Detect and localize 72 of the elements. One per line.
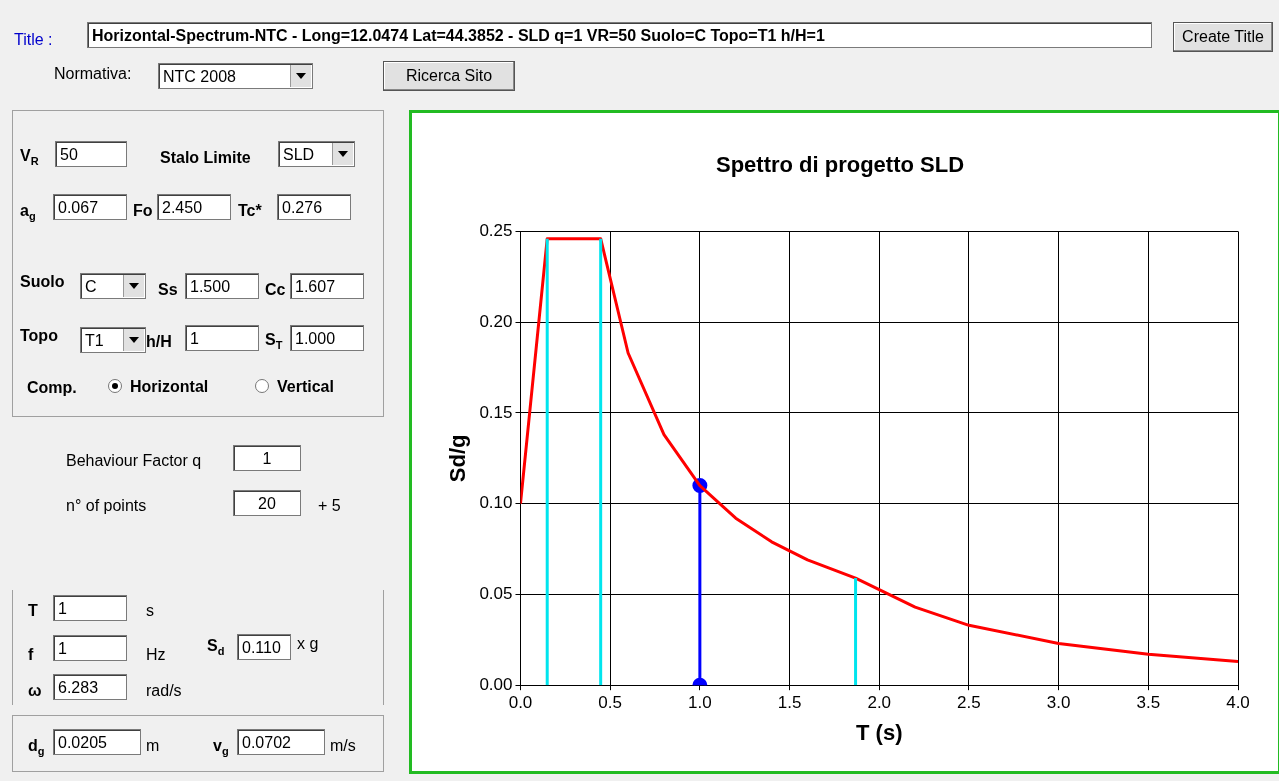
x-tick-label: 1.5 [777, 693, 802, 713]
y-tick-label: 0.15 [479, 402, 513, 422]
text: Comp. [27, 378, 77, 398]
text: S$_{d}$ [207, 636, 225, 660]
text: Normativa: [54, 64, 132, 84]
text: Fo [133, 201, 153, 221]
text: 2.450 [157, 194, 231, 220]
text: v$_{g}$ [213, 736, 229, 760]
text: + 5 [318, 496, 341, 516]
text: S$_{T}$ [265, 330, 283, 354]
y-tick-label: 0.25 [479, 221, 513, 241]
text: Ricerca Sito [383, 61, 515, 91]
x-tick-label: 2.5 [957, 693, 981, 713]
x-tick-label: 2.0 [867, 693, 892, 713]
text: V$_{R}$ [20, 146, 39, 170]
text: 50 [55, 141, 127, 167]
text: d$_{g}$ [28, 736, 45, 760]
text: Horizontal-Spectrum-NTC - Long=12.0474 Lat=44.3852 - SLD q=1 VR=50 Suolo=C Topo=T1 h/H=1 [87, 22, 1152, 48]
text: NTC 2008 [158, 63, 313, 89]
text: Cc [265, 280, 286, 300]
y-tick-label: 0.05 [479, 584, 513, 604]
text: Vertical [276, 377, 334, 397]
text: 1 [53, 595, 127, 621]
chart-title: Spettro di progetto SLD [715, 152, 965, 178]
x-tick-label: 4.0 [1226, 693, 1250, 713]
text: Create Title [1173, 22, 1273, 52]
text: 1 [233, 445, 301, 471]
x-axis-title: T (s) [856, 719, 903, 745]
text: Topo [20, 326, 58, 346]
text: Horizontal [129, 377, 209, 397]
text: Tc* [238, 201, 262, 221]
text: T [28, 601, 38, 621]
text: s [146, 601, 154, 621]
y-axis-title: Sd/g [445, 434, 471, 483]
text: Ss [158, 280, 178, 300]
x-tick-label: 3.5 [1136, 693, 1161, 713]
text: x g [297, 634, 319, 654]
text: 0.110 [237, 634, 291, 660]
text: 1 [53, 635, 127, 661]
text: f [28, 645, 34, 665]
y-tick-label: 0.10 [479, 493, 513, 513]
y-tick-label: 0.20 [479, 311, 513, 331]
text: m/s [330, 736, 356, 756]
x-tick-label: 3.0 [1046, 693, 1071, 713]
text: 20 [233, 490, 301, 516]
text: 1 [185, 325, 259, 351]
text: 0.276 [277, 194, 351, 220]
text: 1.000 [290, 325, 364, 351]
x-tick-label: 1.0 [688, 693, 712, 713]
text: 6.283 [53, 674, 127, 700]
text: Title : [14, 30, 53, 50]
text: Stalo Limite [160, 148, 251, 168]
text: C [80, 273, 146, 299]
y-tick-label: 0.00 [479, 674, 513, 694]
text: T1 [80, 327, 146, 353]
text: Hz [146, 645, 166, 665]
text: Suolo [20, 272, 65, 292]
text: 1.607 [290, 273, 364, 299]
text: 1.500 [185, 273, 259, 299]
x-tick-label: 0.5 [598, 693, 622, 713]
text: h/H [146, 332, 172, 352]
text: 0.067 [53, 194, 127, 220]
text: Behaviour Factor q [66, 451, 202, 471]
text: m [146, 736, 160, 756]
text: SLD [278, 141, 355, 167]
text: a$_{g}$ [20, 201, 36, 225]
text: n° of points [66, 496, 147, 516]
text: 0.0205 [53, 729, 141, 755]
text: ω [28, 681, 42, 701]
text: rad/s [146, 681, 182, 701]
x-tick-label: 0.0 [508, 693, 533, 713]
text: 0.0702 [237, 729, 325, 755]
